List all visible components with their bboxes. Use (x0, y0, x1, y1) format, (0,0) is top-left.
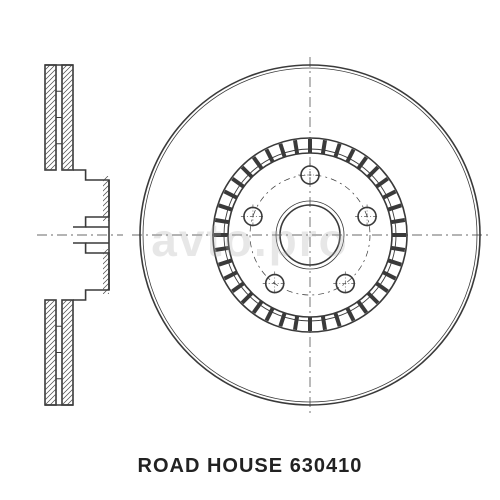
brand-label: ROAD HOUSE (138, 455, 284, 477)
front-view (132, 57, 488, 413)
diagram-canvas: avto.pro ROAD HOUSE 630410 (0, 0, 500, 500)
part-number: 630410 (290, 455, 363, 477)
technical-drawing (0, 0, 500, 500)
caption: ROAD HOUSE 630410 (0, 455, 500, 478)
